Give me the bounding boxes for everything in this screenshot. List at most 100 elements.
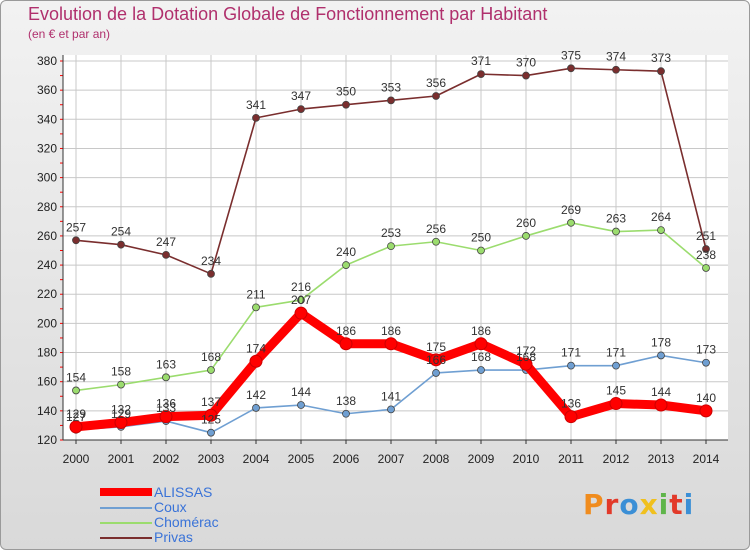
y-tick-label: 260 — [37, 229, 57, 243]
data-point-alissas — [429, 353, 443, 367]
data-label-coux: 144 — [291, 385, 311, 399]
proxiti-logo: Proxiti — [583, 488, 694, 521]
legend-swatch — [100, 537, 152, 539]
data-label-chom-rac: 260 — [516, 216, 536, 230]
data-point-chom-rac — [612, 227, 620, 236]
data-label-chom-rac: 253 — [381, 226, 401, 240]
data-label-coux: 166 — [426, 353, 446, 367]
data-label-coux: 138 — [336, 394, 356, 408]
chart-title: Evolution de la Dotation Globale de Fonc… — [28, 4, 548, 24]
data-point-privas — [72, 236, 80, 245]
data-label-alissas: 175 — [426, 340, 446, 354]
y-tick-label: 280 — [37, 200, 57, 214]
data-point-privas — [477, 70, 485, 79]
data-label-chom-rac: 154 — [66, 370, 86, 384]
legend-swatch — [100, 522, 152, 524]
data-label-chom-rac: 250 — [471, 231, 491, 245]
x-tick-label: 2008 — [423, 452, 450, 466]
data-point-privas — [342, 100, 350, 109]
x-tick-label: 2002 — [153, 452, 180, 466]
data-label-coux: 171 — [606, 346, 626, 360]
data-point-coux — [702, 358, 710, 367]
data-label-privas: 347 — [291, 89, 311, 103]
data-label-privas: 370 — [516, 56, 536, 70]
x-tick-label: 2014 — [693, 452, 720, 466]
data-label-privas: 373 — [651, 51, 671, 65]
logo-letter: o — [619, 488, 640, 521]
data-point-chom-rac — [252, 303, 260, 312]
data-point-chom-rac — [297, 296, 305, 304]
data-point-chom-rac — [522, 232, 530, 240]
y-tick-label: 300 — [37, 171, 57, 185]
data-label-coux: 173 — [696, 343, 716, 357]
data-point-chom-rac — [477, 246, 485, 255]
y-tick-label: 340 — [37, 112, 57, 126]
logo-letter: t — [669, 488, 684, 521]
data-label-coux: 168 — [516, 350, 536, 364]
data-point-chom-rac — [342, 261, 350, 269]
x-tick-label: 2010 — [513, 452, 540, 466]
data-label-coux: 142 — [246, 388, 266, 402]
y-tick-label: 240 — [37, 258, 57, 272]
data-label-privas: 356 — [426, 76, 446, 90]
data-label-alissas: 136 — [156, 397, 176, 411]
y-tick-label: 180 — [37, 346, 57, 360]
data-point-coux — [612, 361, 620, 370]
data-label-chom-rac: 263 — [606, 212, 626, 226]
data-label-privas: 374 — [606, 50, 626, 64]
data-point-chom-rac — [207, 366, 215, 374]
data-point-alissas — [654, 398, 668, 412]
data-label-privas: 350 — [336, 85, 356, 99]
data-point-privas — [387, 96, 395, 105]
x-tick-label: 2007 — [378, 452, 405, 466]
x-tick-label: 2012 — [603, 452, 630, 466]
data-point-alissas — [294, 306, 308, 320]
legend-label: Privas — [154, 529, 193, 545]
data-label-alissas: 186 — [336, 324, 356, 338]
data-label-chom-rac: 238 — [696, 248, 716, 262]
data-point-privas — [522, 71, 530, 80]
data-point-coux — [342, 409, 350, 418]
legend-label: ALISSAS — [154, 484, 213, 500]
data-label-coux: 125 — [201, 413, 221, 427]
y-tick-label: 160 — [37, 375, 57, 389]
data-point-alissas — [339, 337, 353, 351]
data-label-coux: 171 — [561, 346, 581, 360]
data-label-coux: 129 — [111, 407, 131, 421]
data-point-coux — [387, 405, 395, 414]
data-point-alissas — [69, 420, 83, 434]
data-label-chom-rac: 269 — [561, 203, 581, 217]
data-point-chom-rac — [72, 386, 80, 395]
data-point-alissas — [114, 416, 128, 430]
data-label-privas: 247 — [156, 235, 176, 249]
data-point-privas — [252, 113, 260, 122]
data-point-coux — [252, 404, 260, 412]
data-point-privas — [207, 269, 215, 278]
data-point-chom-rac — [702, 264, 710, 272]
data-label-privas: 371 — [471, 54, 491, 68]
data-label-coux: 168 — [471, 350, 491, 364]
data-point-alissas — [699, 404, 713, 418]
data-point-alissas — [474, 337, 488, 351]
data-point-privas — [297, 105, 305, 114]
legend-label: Chomérac — [154, 514, 219, 530]
y-tick-label: 380 — [37, 54, 57, 68]
chart-subtitle: (en € et par an) — [28, 27, 111, 41]
data-label-chom-rac: 211 — [246, 287, 265, 301]
data-label-chom-rac: 240 — [336, 245, 356, 259]
data-label-coux: 133 — [156, 401, 176, 415]
legend-swatch — [100, 507, 152, 509]
y-tick-label: 320 — [37, 141, 57, 155]
data-point-privas — [612, 65, 620, 74]
data-point-coux — [657, 351, 665, 360]
x-tick-label: 2000 — [63, 452, 90, 466]
data-label-alissas: 186 — [471, 324, 491, 338]
data-point-privas — [117, 240, 125, 249]
data-label-chom-rac: 256 — [426, 222, 446, 236]
data-point-alissas — [249, 354, 263, 368]
data-point-privas — [567, 64, 575, 73]
data-point-coux — [207, 428, 215, 437]
data-label-alissas: 129 — [66, 407, 86, 421]
data-label-privas: 375 — [561, 48, 581, 62]
data-label-privas: 353 — [381, 80, 401, 94]
